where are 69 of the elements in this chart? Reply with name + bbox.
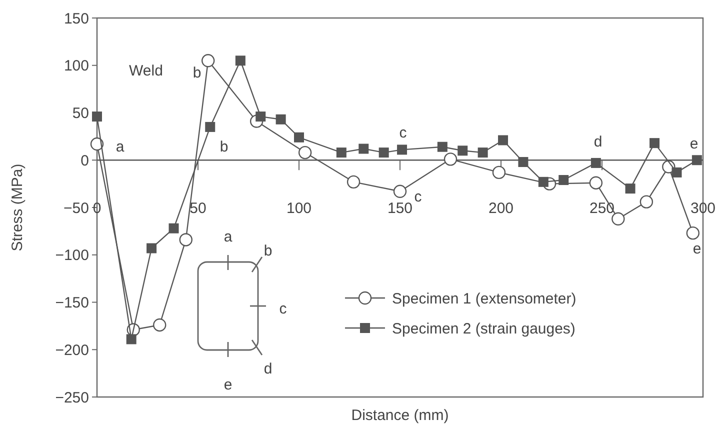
x-axis-title: Distance (mm) (351, 407, 449, 424)
point (672, 167, 682, 178)
point (590, 158, 601, 168)
annotation: d (594, 133, 602, 150)
y-tick-label: 50 (72, 105, 89, 122)
point (256, 112, 266, 122)
point (437, 142, 448, 152)
point (393, 184, 407, 198)
y-tick-label: −50 (64, 200, 89, 217)
point (294, 132, 304, 142)
point (92, 112, 102, 122)
annotation: a (116, 138, 125, 156)
y-axis-title: Stress (MPa) (9, 164, 26, 252)
annotation: e (690, 135, 698, 152)
point (276, 114, 286, 124)
point (205, 122, 216, 132)
point (538, 176, 548, 187)
point (358, 144, 369, 154)
point (612, 212, 625, 226)
point (146, 243, 157, 254)
annotation: Weld (129, 62, 163, 80)
point (235, 56, 246, 66)
point (346, 175, 360, 189)
point (458, 146, 468, 156)
annotation: a (224, 228, 233, 246)
annotation: c (399, 124, 408, 142)
point (153, 318, 166, 332)
y-tick-label: −150 (55, 294, 89, 312)
x-tick-label: 150 (387, 200, 413, 218)
point (558, 175, 569, 186)
x-tick-label: 200 (488, 200, 514, 218)
point (589, 176, 603, 190)
annotation: b (192, 64, 202, 82)
legend-label: Specimen 2 (strain gauges) (392, 320, 576, 338)
y-tick-label: −100 (55, 247, 89, 264)
point (686, 226, 700, 240)
point (378, 148, 389, 158)
point (640, 195, 654, 208)
point (492, 166, 506, 180)
y-tick-label: 0 (80, 152, 89, 170)
y-tick-label: −250 (55, 389, 89, 406)
point (397, 144, 408, 155)
x-tick-label: 100 (286, 200, 312, 218)
annotation: d (264, 360, 272, 378)
annotation: b (220, 138, 228, 156)
point (692, 155, 702, 166)
point (650, 138, 660, 148)
legend-label: Specimen 1 (extensometer) (392, 290, 576, 308)
point (518, 157, 528, 168)
point (444, 152, 458, 166)
y-tick-label: −200 (55, 342, 89, 359)
annotation: e (692, 240, 702, 258)
point (168, 223, 179, 234)
point (336, 148, 346, 158)
point (126, 334, 136, 344)
point (298, 146, 312, 160)
point (478, 148, 488, 158)
y-tick-label: 100 (64, 58, 89, 75)
annotation: c (279, 300, 288, 318)
y-tick-label: 150 (64, 10, 89, 28)
point (179, 233, 192, 246)
annotation: b (264, 242, 272, 260)
point (625, 184, 636, 194)
annotation: e (224, 376, 232, 394)
point (202, 54, 215, 68)
point (90, 137, 104, 151)
point (498, 135, 508, 146)
annotation: c (414, 188, 422, 206)
x-tick-label: 50 (190, 200, 206, 218)
